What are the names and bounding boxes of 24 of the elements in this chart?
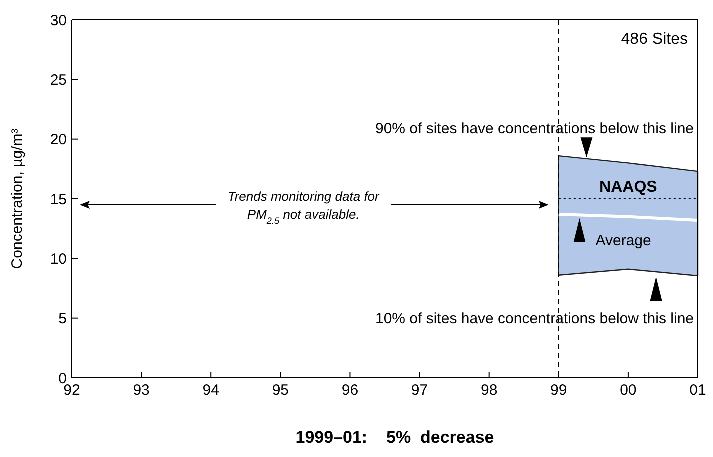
x-tick-label: 00 [620, 382, 637, 399]
x-tick-label: 99 [550, 382, 568, 399]
y-tick-label: 5 [58, 310, 67, 328]
x-tick-label: 96 [342, 382, 359, 399]
y-tick-label: 25 [50, 72, 67, 89]
annotation: Trends monitoring data for PM$_{2.5}$ not available. [228, 188, 380, 226]
x-tick-label: 93 [133, 382, 150, 399]
annotation: 90% of sites have concentrations below this line [375, 120, 694, 138]
y-tick-label: 10 [50, 250, 67, 268]
x-tick-label: 97 [411, 382, 428, 399]
x-tick-label: 94 [202, 382, 220, 399]
x-tick-label: 92 [64, 382, 80, 399]
annotation: 10% of sites have concentrations below this line [375, 310, 694, 328]
x-tick-label: 01 [690, 382, 706, 399]
ref-line-label: NAAQS [600, 179, 658, 196]
x-tick-label: 95 [272, 382, 290, 399]
text: 1999–01: 5% decrease [296, 428, 494, 447]
y-tick-label: 30 [50, 12, 67, 30]
y-tick-label: 20 [50, 132, 67, 149]
x-tick-label: 98 [480, 382, 498, 399]
annotation: 486 Sites [621, 31, 688, 48]
y-tick-label: 15 [50, 191, 67, 208]
annotation: Average [596, 232, 652, 250]
y-axis-title: Concentration, µg/m³ [9, 128, 26, 270]
